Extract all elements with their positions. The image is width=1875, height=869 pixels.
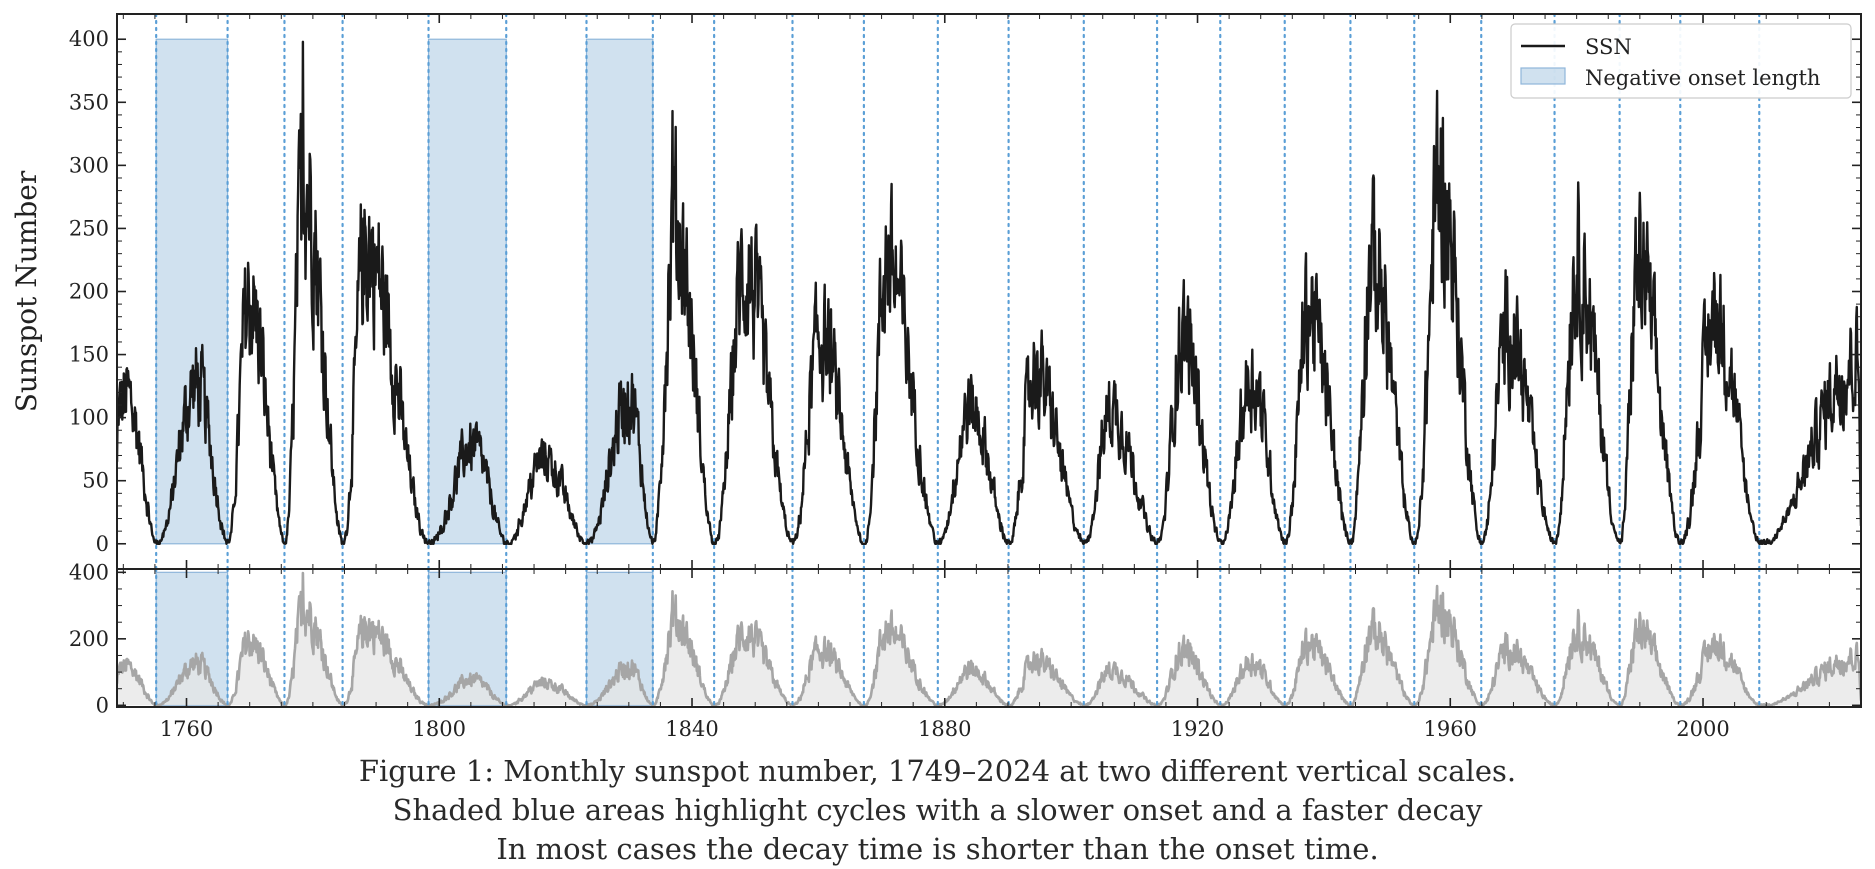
negative-onset-span-upper-0 xyxy=(155,38,229,545)
legend: SSN Negative onset length xyxy=(1510,23,1852,99)
caption-line-3: In most cases the decay time is shorter … xyxy=(496,832,1379,866)
x-tick-label-1: 1800 xyxy=(413,717,466,740)
x-tick-label-5: 1960 xyxy=(1424,717,1477,740)
upper-y-tick-label-3: 150 xyxy=(69,343,109,367)
upper-y-tick-label-5: 250 xyxy=(69,216,109,240)
upper-y-tick-label-4: 200 xyxy=(69,280,109,304)
x-tick-label-3: 1880 xyxy=(918,717,971,740)
lower-y-tick-label-1: 200 xyxy=(69,627,109,651)
x-tick-label-4: 1920 xyxy=(1171,717,1224,740)
x-tick-label-6: 2000 xyxy=(1676,717,1729,740)
upper-plot-area xyxy=(117,14,1861,569)
upper-y-tick-label-0: 0 xyxy=(96,532,109,556)
caption-line-2: Shaded blue areas highlight cycles with … xyxy=(392,793,1483,827)
negative-onset-span-upper-1 xyxy=(427,38,507,545)
y-axis-label: Sunspot Number xyxy=(10,170,43,412)
lower-panel: 0 200 400 1760 1800 1840 1880 1920 1960 2000 xyxy=(69,560,1862,740)
legend-box xyxy=(1510,23,1852,99)
lower-axes-frame xyxy=(116,568,1862,708)
upper-y-tick-label-8: 400 xyxy=(69,27,109,51)
legend-ssn-label: SSN xyxy=(1585,35,1632,59)
ssn-series-line xyxy=(117,40,1861,545)
upper-y-tick-label-7: 350 xyxy=(69,90,109,114)
caption-line-1: Figure 1: Monthly sunspot number, 1749–2… xyxy=(358,754,1517,788)
lower-y-tick-label-0: 0 xyxy=(96,693,109,717)
figure-caption: Figure 1: Monthly sunspot number, 1749–2… xyxy=(0,752,1875,869)
x-tick-label-0: 1760 xyxy=(160,717,213,740)
legend-onset-swatch xyxy=(1520,67,1566,85)
upper-y-tick-label-2: 100 xyxy=(69,406,109,430)
x-tick-label-2: 1840 xyxy=(665,717,718,740)
sunspot-chart: 0 50 100 150 200 250 300 350 400 Sunspot Number 0… xyxy=(10,13,1862,740)
negative-onset-span-upper-2 xyxy=(585,38,654,545)
upper-y-tick-label-1: 50 xyxy=(82,469,109,493)
lower-plot-area xyxy=(117,569,1861,707)
upper-panel: 0 50 100 150 200 250 300 350 400 Sunspot Number xyxy=(10,13,1862,570)
ssn-series-line-lower xyxy=(117,571,1861,707)
lower-y-tick-label-2: 400 xyxy=(69,560,109,584)
legend-onset-label: Negative onset length xyxy=(1585,66,1820,90)
upper-y-tick-label-6: 300 xyxy=(69,153,109,177)
